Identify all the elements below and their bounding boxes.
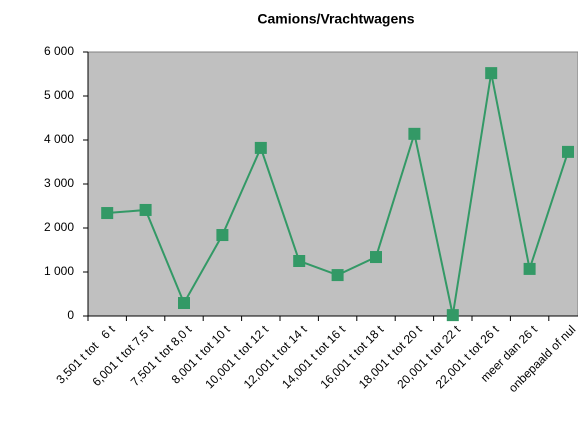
point-marker xyxy=(408,127,421,140)
y-tick-label: 4 000 xyxy=(44,132,74,146)
y-tick-label: 0 xyxy=(67,308,74,322)
chart-title: Camions/Vrachtwagens xyxy=(257,11,414,27)
y-tick-label: 6 000 xyxy=(44,44,74,58)
point-marker xyxy=(446,309,459,322)
point-marker xyxy=(370,251,382,264)
point-marker xyxy=(485,67,498,80)
y-tick-label: 2 000 xyxy=(44,220,74,234)
point-marker xyxy=(562,145,574,158)
y-tick-label: 1 000 xyxy=(44,264,74,278)
point-marker xyxy=(178,297,190,310)
y-tick-label: 5 000 xyxy=(44,88,74,102)
point-marker xyxy=(254,141,267,154)
point-marker xyxy=(101,207,114,220)
point-marker xyxy=(139,203,152,216)
point-marker xyxy=(523,262,536,275)
x-tick-label: onbepaald of nul xyxy=(506,322,578,395)
point-marker xyxy=(293,255,306,267)
point-marker xyxy=(331,269,344,282)
point-marker xyxy=(216,229,229,242)
y-tick-label: 3 000 xyxy=(44,176,74,190)
